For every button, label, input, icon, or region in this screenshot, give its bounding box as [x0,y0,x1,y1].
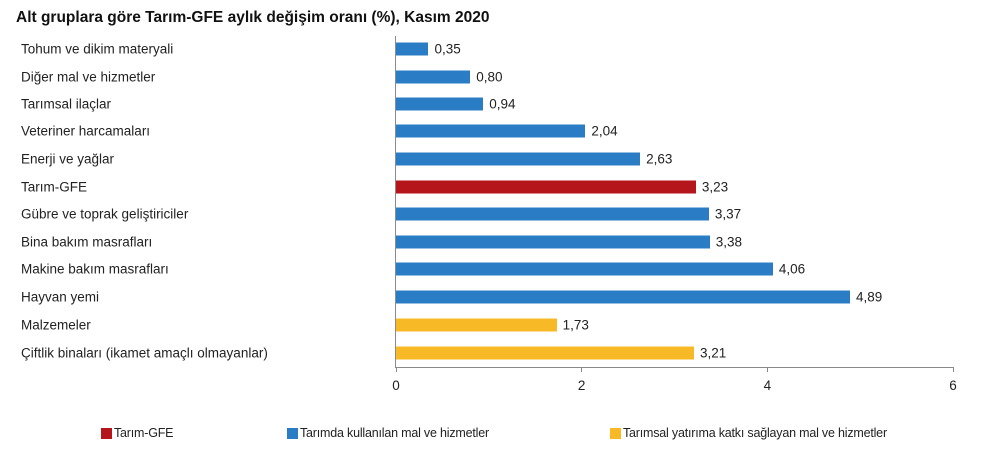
value-label: 3,37 [714,206,742,222]
bar [396,318,557,332]
x-axis-line [395,367,954,368]
y-axis-line [395,36,396,368]
x-axis-tick-label: 4 [763,378,772,393]
value-label: 0,94 [489,96,516,112]
legend-swatch-icon [610,427,621,439]
bar [396,262,773,276]
x-axis-tick [581,367,583,372]
x-axis-tick-label: 2 [577,378,586,393]
category-label: Çiftlik binaları (ikamet amaçlı olmayanl… [21,345,268,361]
category-label: Makine bakım masrafları [21,261,169,277]
legend-label: Tarım-GFE [114,426,174,440]
bar [396,124,586,138]
legend-item: Tarım-GFE [101,426,174,440]
value-label: 0,35 [434,41,461,57]
chart-title: Alt gruplara göre Tarım-GFE aylık değişi… [16,9,490,26]
bar [396,207,709,221]
bar [396,97,484,111]
value-label: 3,23 [701,179,729,195]
bar [396,180,696,194]
legend-item: Tarımsal yatırıma katkı sağlayan mal ve … [610,426,887,440]
category-label: Diğer mal ve hizmetler [21,69,156,85]
category-label: Bina bakım masrafları [21,234,153,250]
legend-swatch-icon [101,427,112,439]
category-label: Tarımsal ilaçlar [21,96,112,112]
bar [396,70,471,84]
x-axis-tick [766,367,768,372]
x-axis-tick [952,367,954,372]
value-label: 2,04 [591,123,618,139]
bar [396,152,641,166]
bar [396,290,850,304]
value-label: 4,89 [855,289,883,305]
category-label: Gübre ve toprak geliştiriciler [21,206,189,222]
chart-legend: Tarım-GFE Tarımda kullanılan mal ve hizme… [0,426,1000,446]
legend-item: Tarımda kullanılan mal ve hizmetler [287,426,489,440]
legend-label: Tarımda kullanılan mal ve hizmetler [300,426,489,440]
value-label: 1,73 [562,317,589,333]
x-axis-tick-label: 0 [392,378,400,393]
bar [396,346,694,360]
category-label: Hayvan yemi [21,289,100,305]
value-label: 4,06 [778,261,806,277]
category-label: Enerji ve yağlar [21,151,115,167]
bar [396,235,710,249]
category-label: Tohum ve dikim materyali [21,41,174,57]
category-label: Tarım-GFE [21,179,87,195]
category-label: Veteriner harcamaları [21,123,151,139]
value-label: 0,80 [476,69,503,85]
x-axis-tick [395,367,397,372]
value-label: 3,38 [715,234,743,250]
bar [396,42,429,56]
category-label: Malzemeler [21,317,91,333]
x-axis-tick-label: 6 [949,378,957,393]
value-label: 3,21 [699,345,727,361]
legend-swatch-icon [287,427,298,439]
legend-label: Tarımsal yatırıma katkı sağlayan mal ve … [623,426,887,440]
value-label: 2,63 [646,151,673,167]
